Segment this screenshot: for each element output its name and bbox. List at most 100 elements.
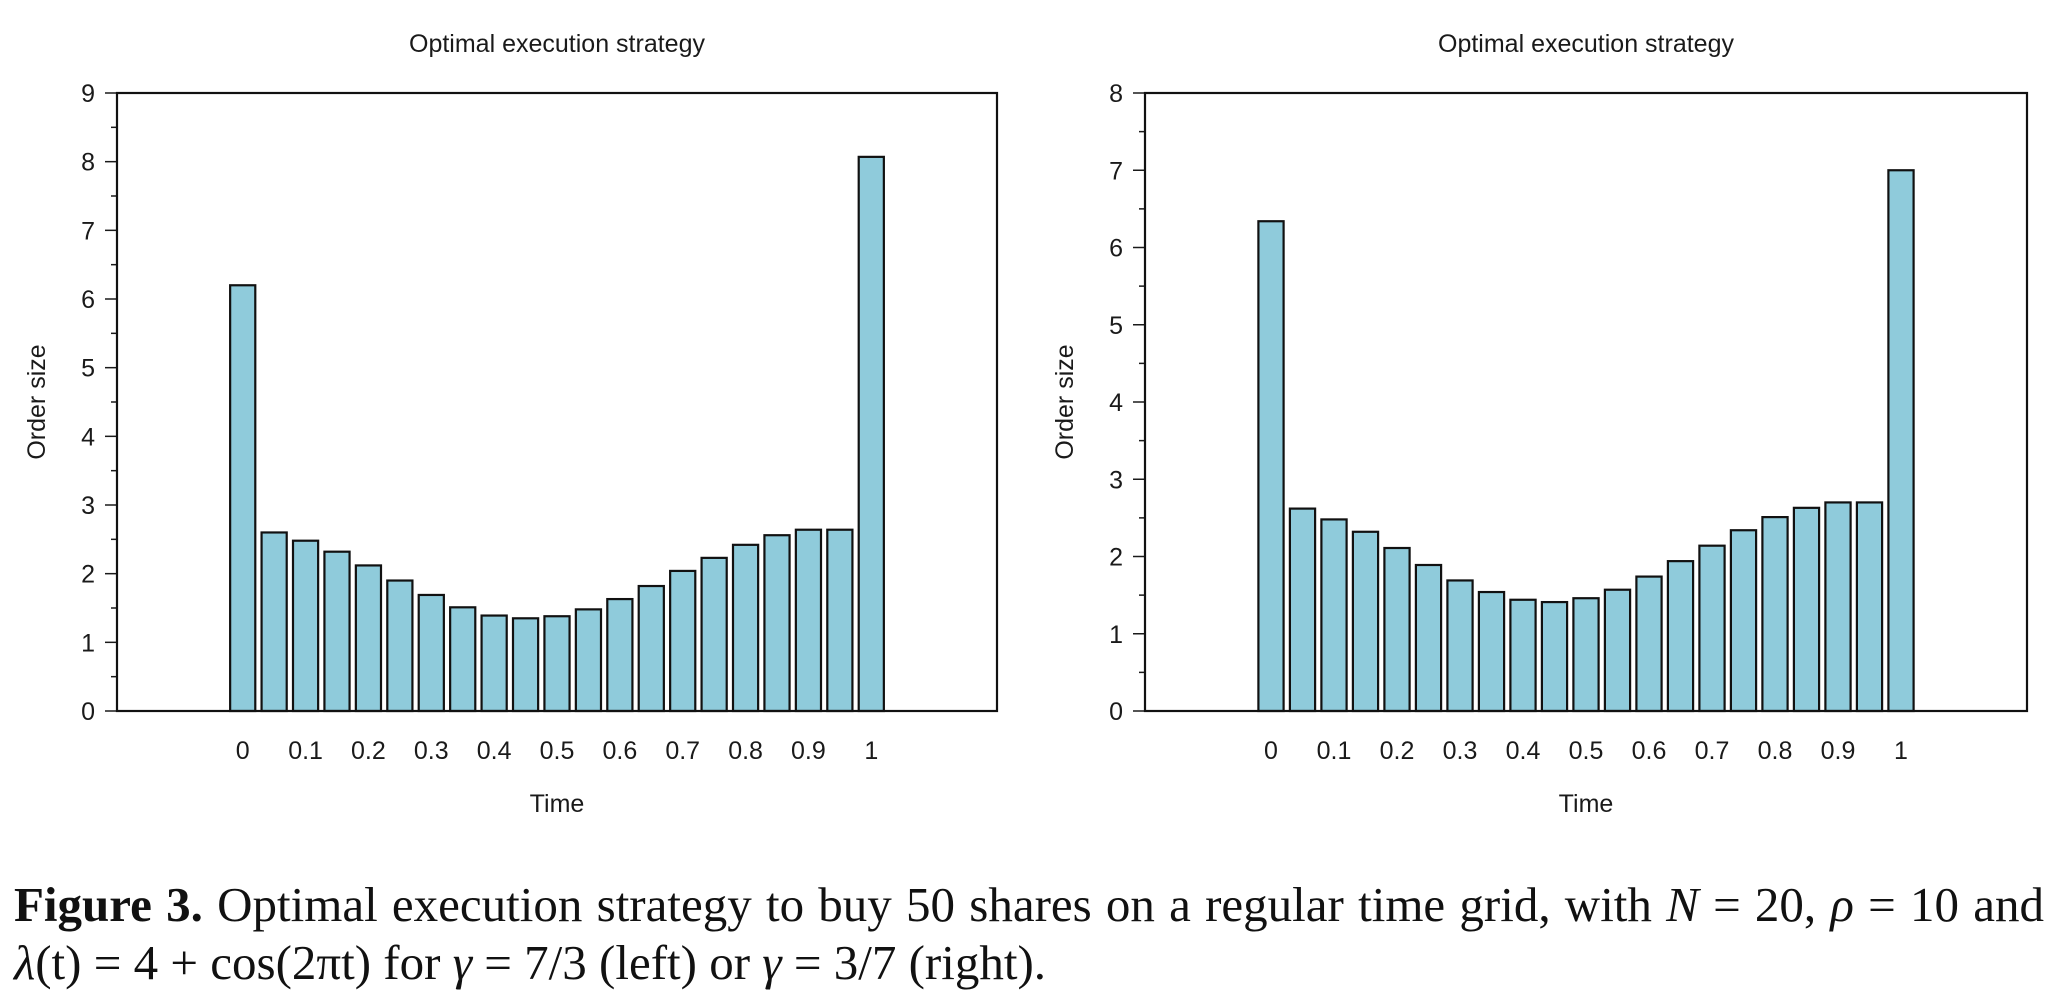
chart-2-y-tick-label: 0 xyxy=(1109,698,1123,726)
chart-2-y-tick-label: 1 xyxy=(1109,621,1123,649)
chart-1-bar xyxy=(794,528,823,713)
chart-1-y-axis-label: Order size xyxy=(23,344,51,459)
chart-1-bar xyxy=(354,564,383,713)
chart-1-x-axis-label: Time xyxy=(530,790,585,818)
chart-2-bar xyxy=(1320,518,1348,713)
chart-2-bar xyxy=(1383,546,1411,713)
chart-2-bar xyxy=(1540,600,1569,713)
caption-lambda-expr: (t) = 4 + cos(2πt) for xyxy=(35,935,453,990)
chart-1-x-tick-label: 0.1 xyxy=(288,737,323,765)
chart-1-x-tick-label: 0 xyxy=(236,737,250,765)
chart-1-bar xyxy=(229,284,257,713)
chart-2-bar xyxy=(1887,169,1915,713)
chart-1-x-tick-label: 1 xyxy=(864,737,878,765)
chart-1-y-tick-label: 8 xyxy=(81,149,95,177)
chart-2-x-tick-label: 0.3 xyxy=(1443,737,1478,765)
caption-gamma-1-expr: = 7/3 (left) or xyxy=(472,935,763,990)
chart-1-bar xyxy=(511,617,540,713)
chart-1-bar xyxy=(669,569,697,713)
chart-1-y-tick-label: 9 xyxy=(81,80,95,108)
chart-2-x-axis-label: Time xyxy=(1559,790,1614,818)
chart-2-y-tick-label: 3 xyxy=(1109,466,1123,494)
chart-2-bar xyxy=(1509,598,1537,713)
chart-2-y-tick-label: 8 xyxy=(1109,80,1123,108)
chart-2-bar xyxy=(1824,501,1852,713)
chart-1-y-tick-label: 1 xyxy=(81,629,95,657)
chart-2-bar xyxy=(1446,579,1474,713)
chart-2-title: Optimal execution strategy xyxy=(1438,30,1734,58)
chart-1-bar xyxy=(606,597,634,713)
chart-2-bar xyxy=(1257,220,1285,713)
caption-var-n: N xyxy=(1666,877,1699,932)
chart-1-bar xyxy=(417,593,445,713)
chart-2-y-tick-label: 7 xyxy=(1109,157,1123,185)
chart-1-title: Optimal execution strategy xyxy=(409,30,705,58)
chart-1-y-tick-label: 3 xyxy=(81,492,95,520)
chart-1-bar xyxy=(323,550,351,713)
chart-2-bar xyxy=(1855,501,1884,713)
caption-var-gamma-1: γ xyxy=(452,935,473,990)
caption-var-lambda: λ xyxy=(14,935,36,990)
chart-2-y-tick-label: 4 xyxy=(1109,389,1123,417)
chart-1-y-tick-label: 6 xyxy=(81,286,95,314)
chart-1-bar xyxy=(731,543,760,713)
chart-2-x-tick-label: 0 xyxy=(1264,737,1278,765)
chart-1-y-tick-label: 7 xyxy=(81,217,95,245)
chart-2-y-tick-label: 6 xyxy=(1109,235,1123,263)
chart-1-x-tick-label: 0.5 xyxy=(540,737,575,765)
chart-2-y-tick-label: 5 xyxy=(1109,312,1123,340)
chart-1-bar xyxy=(763,534,791,713)
caption-eq-n: = 20, xyxy=(1698,877,1817,932)
chart-1-x-tick-label: 0.4 xyxy=(477,737,512,765)
chart-1-bar xyxy=(857,155,885,713)
chart-1-x-tick-label: 0.7 xyxy=(665,737,700,765)
caption-text-1: Optimal execution strategy to buy 50 sha… xyxy=(202,877,1667,932)
chart-2-bar xyxy=(1603,588,1632,713)
chart-2-bar xyxy=(1572,597,1600,713)
figure-charts: Optimal execution strategy Time Order size… xyxy=(23,30,2029,818)
chart-1-bar xyxy=(543,615,571,713)
caption-var-rho: ρ xyxy=(1830,877,1854,932)
chart-2-x-tick-label: 0.1 xyxy=(1317,737,1352,765)
chart-1-plot-frame xyxy=(115,91,999,713)
chart-2-bar xyxy=(1351,530,1380,713)
chart-1-x-tick-label: 0.2 xyxy=(351,737,386,765)
chart-2-bar xyxy=(1792,506,1821,713)
chart-2-plot-frame xyxy=(1143,91,2029,713)
chart-2-bar xyxy=(1761,516,1789,713)
chart-1-y-tick-label: 5 xyxy=(81,355,95,383)
caption-eq-rho: = 10 and xyxy=(1853,877,2045,932)
chart-2-y-tick-label: 2 xyxy=(1109,544,1123,572)
chart-1-y-tick-label: 2 xyxy=(81,561,95,589)
chart-1-bar xyxy=(637,584,665,713)
chart-2-x-tick-label: 0.2 xyxy=(1380,737,1415,765)
chart-1-x-tick-label: 0.8 xyxy=(728,737,763,765)
chart-2-bar xyxy=(1414,563,1443,713)
chart-2-y-axis-label: Order size xyxy=(1051,344,1079,459)
chart-1-bar xyxy=(700,556,728,713)
chart-2-bar xyxy=(1666,560,1695,713)
chart-2-bar xyxy=(1288,507,1317,713)
chart-2-bar xyxy=(1635,575,1663,713)
chart-1-bar xyxy=(449,606,477,713)
figure-caption: Figure 3. Optimal execution strategy to … xyxy=(14,876,2044,992)
chart-2-bar xyxy=(1729,529,1758,713)
chart-2-x-tick-label: 0.9 xyxy=(1821,737,1856,765)
chart-1-bar xyxy=(826,528,854,713)
chart-2-x-tick-label: 0.8 xyxy=(1758,737,1793,765)
caption-label: Figure 3. xyxy=(14,877,203,932)
chart-2-x-tick-label: 0.4 xyxy=(1506,737,1541,765)
chart-1-x-tick-label: 0.6 xyxy=(602,737,637,765)
chart-2-bar xyxy=(1477,590,1506,713)
chart-1-bar xyxy=(291,539,320,713)
chart-2-x-tick-label: 0.7 xyxy=(1695,737,1730,765)
chart-1-bar xyxy=(480,614,508,713)
chart-1-y-tick-label: 4 xyxy=(81,423,95,451)
chart-1-bar xyxy=(386,579,414,713)
chart-1-bar xyxy=(260,531,288,713)
chart-2-x-tick-label: 1 xyxy=(1894,737,1908,765)
chart-2-x-tick-label: 0.6 xyxy=(1632,737,1667,765)
caption-gamma-2-expr: = 3/7 (right). xyxy=(781,935,1047,990)
chart-1-bar xyxy=(574,608,603,713)
chart-1-x-tick-label: 0.3 xyxy=(414,737,449,765)
